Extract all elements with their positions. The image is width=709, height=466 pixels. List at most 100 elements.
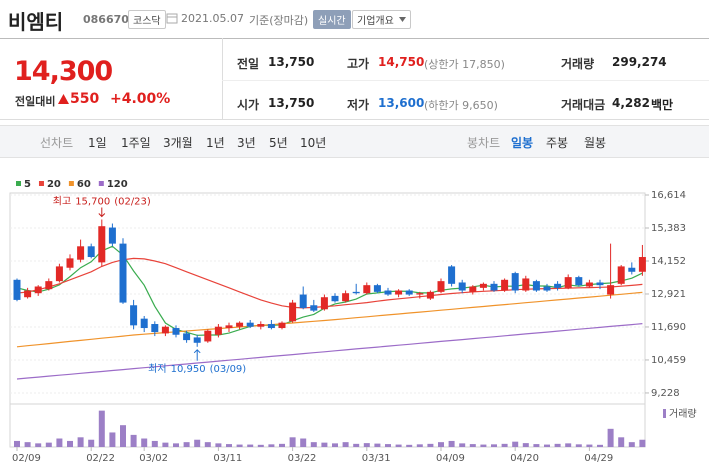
candle-body — [193, 337, 201, 343]
candle-period-tab[interactable]: 월봉 — [584, 136, 607, 150]
candle-body — [331, 295, 339, 302]
candle-body — [55, 266, 63, 282]
volume-bar — [427, 443, 434, 447]
legend-swatch — [16, 181, 21, 186]
date-basis: 기준(장마감) — [249, 14, 309, 27]
period-tab[interactable]: 1일 — [88, 136, 107, 150]
volume-bar — [56, 438, 63, 447]
volume-bar — [501, 443, 508, 447]
volume-bar — [141, 438, 148, 447]
stat-label: 고가 — [347, 57, 370, 71]
x-tick-label: 02/09 — [12, 453, 41, 464]
candle-body — [342, 293, 350, 302]
volume-bar — [353, 443, 360, 447]
ma-line — [16, 245, 643, 336]
candle-body — [458, 282, 466, 291]
stock-code: 086670 — [83, 13, 129, 26]
volume-bar — [544, 444, 550, 447]
stock-name: 비엠티 — [8, 10, 64, 34]
volume-bar — [88, 439, 95, 447]
volume-bar — [575, 444, 582, 447]
note-date: (03/09) — [210, 364, 247, 375]
volume-bar — [289, 437, 296, 447]
volume-bar — [512, 441, 519, 447]
plot-frame — [9, 192, 646, 448]
note-value: 15,700 — [75, 197, 110, 208]
candle-body — [638, 257, 646, 272]
candle-body — [596, 282, 604, 286]
volume-bar — [565, 443, 572, 447]
candle-body — [246, 322, 254, 327]
candle-period-tab[interactable]: 일봉 — [511, 136, 534, 150]
volume-bar — [321, 442, 328, 447]
legend-swatch — [98, 181, 104, 186]
volume-bar — [639, 439, 646, 447]
market-badge: 코스닥 — [128, 10, 166, 29]
candle-body — [24, 290, 32, 298]
divider — [222, 80, 709, 81]
candle-body — [564, 277, 572, 288]
volume-bar — [385, 444, 391, 447]
volume-bar — [363, 443, 370, 447]
x-tick-label: 04/20 — [510, 453, 539, 464]
candle-body — [87, 246, 95, 258]
candle-body — [352, 291, 360, 294]
candle-body — [310, 305, 318, 311]
candle-body — [628, 267, 636, 272]
legend-label: 120 — [107, 179, 128, 190]
current-price: 14,300 — [14, 56, 113, 87]
candle-body — [289, 302, 297, 322]
period-tab[interactable]: 10년 — [300, 136, 327, 150]
volume-bar — [310, 442, 317, 447]
company-info-button[interactable]: 기업개요 — [352, 10, 411, 29]
ma-line — [16, 323, 643, 380]
candle-body — [257, 324, 265, 327]
candle-body — [130, 305, 138, 326]
candle-body — [416, 293, 424, 295]
realtime-button[interactable]: 실시간 — [313, 10, 351, 29]
candle-body — [543, 286, 551, 291]
candle-body — [299, 294, 307, 308]
candle-body — [479, 283, 487, 288]
volume-bar — [173, 443, 179, 447]
candle-period-tab[interactable]: 주봉 — [546, 136, 569, 150]
volume-legend-swatch — [663, 409, 666, 418]
volume-legend-label: 거래량 — [669, 408, 697, 420]
dropdown-arrow — [398, 17, 406, 22]
candle-body — [34, 286, 42, 294]
x-tick-label: 03/11 — [213, 453, 242, 464]
volume-bar — [279, 443, 285, 447]
volume-bar — [24, 442, 31, 447]
period-tab[interactable]: 3개월 — [163, 136, 193, 150]
volume-bar — [459, 443, 466, 447]
tab-bar — [0, 125, 709, 158]
y-tick-label: 9,228 — [651, 388, 680, 399]
volume-bar — [586, 444, 593, 447]
period-tab[interactable]: 5년 — [269, 136, 288, 150]
stat-unit: 백만 — [651, 98, 674, 112]
y-tick-label: 15,383 — [651, 223, 686, 234]
volume-bar — [554, 443, 561, 447]
candle-body — [511, 273, 519, 291]
volume-bar — [406, 444, 413, 447]
candle-body — [108, 227, 116, 244]
candle-body — [575, 277, 583, 286]
candle-body — [119, 243, 127, 303]
legend-label: 5 — [24, 179, 31, 190]
y-tick-label: 11,690 — [651, 322, 686, 333]
volume-bar — [342, 442, 349, 447]
candle-body — [278, 322, 286, 329]
change: 550 — [70, 91, 100, 107]
period-tab[interactable]: 1년 — [206, 136, 225, 150]
note-date: (02/23) — [114, 197, 151, 208]
volume-bar — [14, 440, 20, 447]
candle-body — [151, 324, 159, 333]
stat-label: 거래대금 — [561, 98, 606, 112]
candle-body — [140, 318, 148, 329]
change-label: 전일대비 — [15, 95, 56, 108]
volume-bar — [628, 442, 635, 447]
period-tab[interactable]: 1주일 — [121, 136, 151, 150]
period-tab[interactable]: 3년 — [237, 136, 256, 150]
volume-bar — [533, 444, 540, 447]
